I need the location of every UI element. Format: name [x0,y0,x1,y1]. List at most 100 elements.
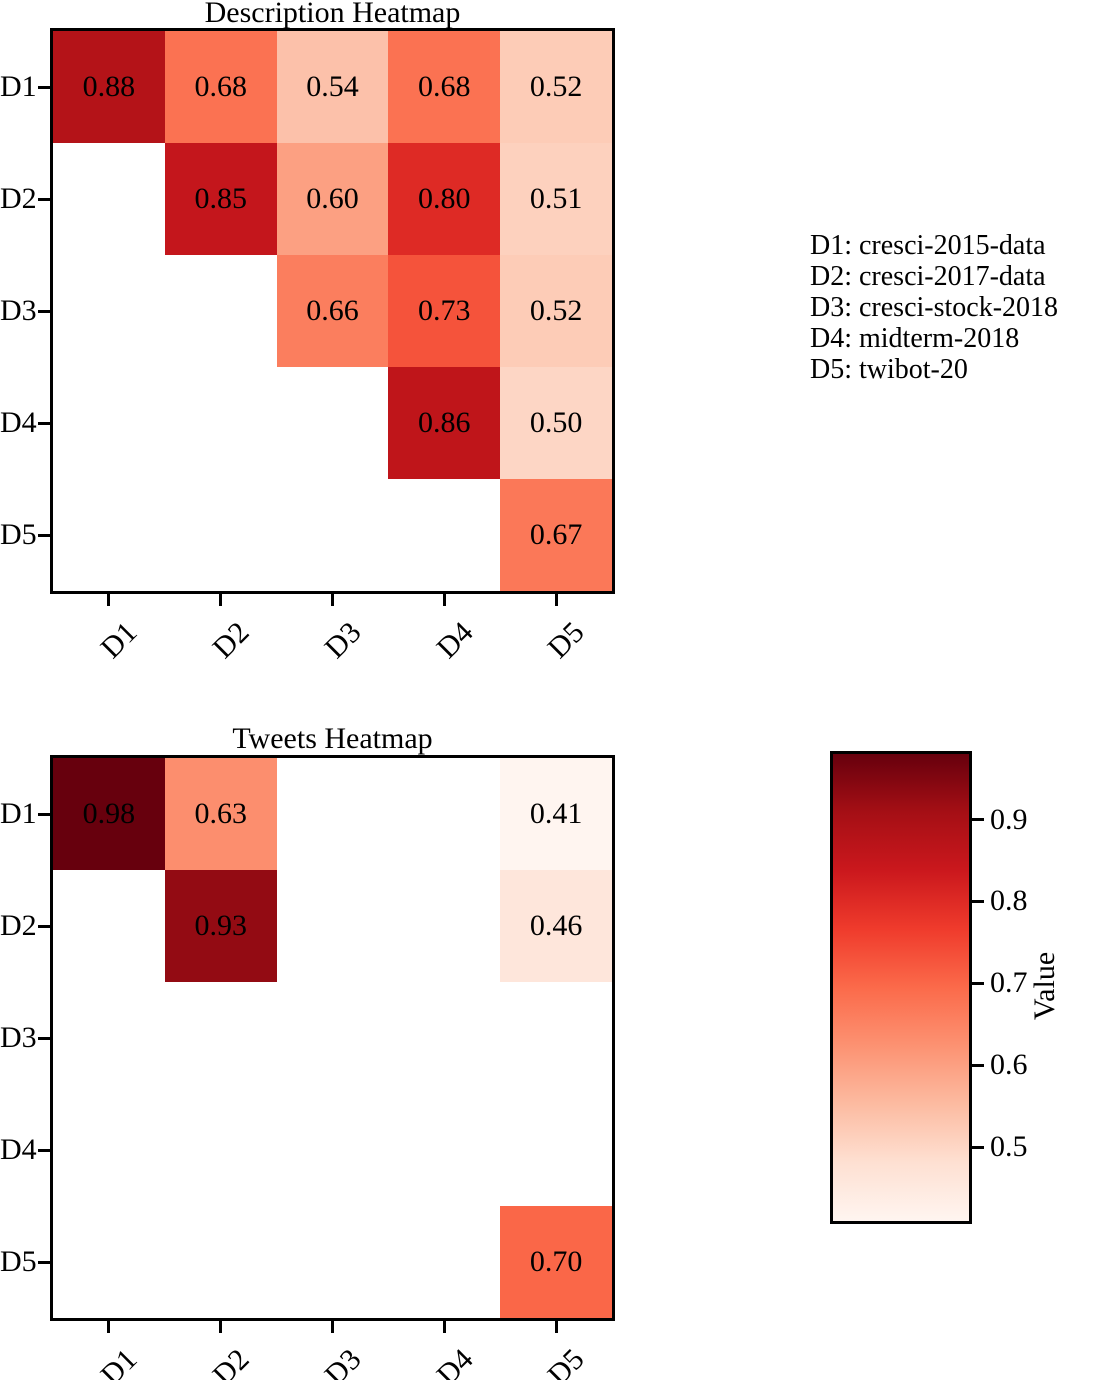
description-heatmap-title: Description Heatmap [204,0,461,29]
cell-D1-D4: 0.68 [388,31,501,143]
y-tick [38,309,50,313]
colorbar-tick-label-0.9: 0.9 [990,802,1028,836]
x-tick [331,594,334,606]
y-tick-label-D2: D2 [0,182,37,215]
cell-D1-D3 [276,758,389,870]
x-tick-label-D1: D1 [94,1342,144,1380]
cell-D1-D1: 0.98 [53,758,165,870]
cell-D5-D4 [388,479,501,591]
cell-D5-D2 [164,1206,277,1318]
y-tick-label-D4: D4 [0,406,37,439]
cell-D3-D5 [500,982,612,1094]
cell-D2-D5: 0.51 [500,143,612,255]
cell-D2-D3: 0.60 [276,143,389,255]
cell-D2-D2: 0.85 [164,143,277,255]
y-tick [38,1260,50,1264]
description-heatmap-axes: 0.88 0.68 0.54 0.68 0.52 0.85 0.60 0.80 0.51 0.66… [50,28,615,594]
x-tick-label-D5: D5 [541,1342,592,1380]
cell-D3-D5: 0.52 [500,255,612,367]
cell-D1-D4 [388,758,501,870]
legend-line-d4: D4: midterm-2018 [810,323,1020,354]
cell-D4-D2 [164,367,277,479]
cell-D5-D1 [53,1206,165,1318]
cell-D4-D5: 0.50 [500,367,612,479]
y-tick-label-D1: D1 [0,70,37,103]
x-tick [219,594,223,606]
x-tick-label-D3: D3 [318,1342,368,1380]
colorbar-tick-label-0.6: 0.6 [990,1048,1028,1082]
cell-D5-D3 [276,479,389,591]
x-tick-label-D4: D4 [429,1342,480,1380]
x-tick [219,1321,223,1333]
cell-D1-D2: 0.63 [164,758,277,870]
cell-D5-D4 [388,1206,501,1318]
cell-D3-D4 [388,982,501,1094]
colorbar-tick-label-0.5: 0.5 [990,1130,1028,1164]
y-tick-label-D5: D5 [0,1245,37,1278]
dataset-legend: D1: cresci-2015-data D2: cresci-2017-dat… [810,230,1058,385]
cell-D4-D1 [53,1094,165,1206]
cell-D1-D2: 0.68 [164,31,277,143]
cell-D3-D2 [164,982,277,1094]
x-tick [331,1321,334,1333]
x-tick-label-D2: D2 [206,1342,256,1380]
y-tick-label-D1: D1 [0,797,37,830]
cell-D2-D5: 0.46 [500,870,612,982]
cell-D4-D4: 0.86 [388,367,501,479]
cell-D5-D1 [53,479,165,591]
y-tick-label-D4: D4 [0,1133,37,1166]
legend-line-d3: D3: cresci-stock-2018 [810,292,1059,323]
cell-D5-D3 [276,1206,389,1318]
cell-D1-D1: 0.88 [53,31,165,143]
cell-D4-D2 [164,1094,277,1206]
cell-D2-D4: 0.80 [388,143,501,255]
x-tick [554,1321,558,1333]
colorbar-tick-label-0.8: 0.8 [990,884,1028,918]
colorbar-tick [972,818,984,822]
legend-line-d2: D2: cresci-2017-data [810,261,1046,292]
y-tick-label-D2: D2 [0,909,37,942]
cell-D3-D1 [53,255,165,367]
colorbar-label: Value [1028,951,1061,1021]
y-tick-label-D3: D3 [0,294,37,327]
cell-D3-D3: 0.66 [276,255,389,367]
y-tick [38,85,50,89]
cell-D2-D1 [53,870,165,982]
x-tick [107,1321,111,1333]
cell-D3-D1 [53,982,165,1094]
x-tick-label-D3: D3 [318,615,368,665]
cell-D2-D4 [388,870,501,982]
x-tick-label-D1: D1 [94,615,144,665]
cell-D5-D5: 0.70 [500,1206,612,1318]
x-tick [554,594,558,606]
colorbar-tick [972,981,984,985]
y-tick [38,924,50,928]
y-tick [38,1036,50,1040]
y-tick-label-D5: D5 [0,518,37,551]
cell-D1-D5: 0.41 [500,758,612,870]
tweets-heatmap-axes: 0.98 0.63 0.41 0.93 0.46 0.70 [50,755,615,1321]
y-tick-label-D3: D3 [0,1021,37,1054]
y-tick [38,197,50,201]
cell-D3-D2 [164,255,277,367]
colorbar-tick [972,1063,984,1067]
y-tick [38,533,50,537]
x-tick [107,594,111,606]
cell-D2-D3 [276,870,389,982]
x-tick [442,1321,446,1333]
x-tick-label-D2: D2 [206,615,256,665]
cell-D1-D5: 0.52 [500,31,612,143]
cell-D2-D2: 0.93 [164,870,277,982]
legend-line-d1: D1: cresci-2015-data [810,230,1046,261]
cell-D2-D1 [53,143,165,255]
x-tick [442,594,446,606]
cell-D4-D3 [276,1094,389,1206]
x-tick-label-D4: D4 [429,615,480,665]
x-tick-label-D5: D5 [541,615,592,665]
y-tick [38,1148,50,1152]
cell-D3-D4: 0.73 [388,255,501,367]
colorbar-tick-label-0.7: 0.7 [990,966,1028,1000]
cell-D3-D3 [276,982,389,1094]
colorbar-tick [972,1145,984,1149]
cell-D1-D3: 0.54 [276,31,389,143]
